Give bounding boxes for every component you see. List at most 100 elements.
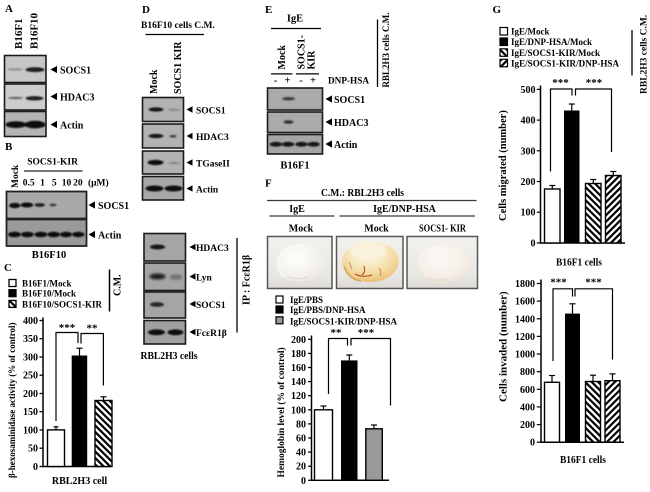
svg-text:Cells migrated (number): Cells migrated (number) <box>498 110 509 221</box>
svg-text:Hemoglobin level (% of contro: Hemoglobin level (% of control) <box>276 347 287 477</box>
svg-text:B16F1: B16F1 <box>280 161 309 172</box>
svg-text:Mock: Mock <box>149 69 160 94</box>
svg-text:100: 100 <box>291 405 306 416</box>
svg-text:Mock: Mock <box>289 224 314 235</box>
svg-text:Actin: Actin <box>196 185 219 195</box>
svg-text:0: 0 <box>531 238 536 249</box>
svg-text:-: - <box>299 76 303 87</box>
svg-text:0: 0 <box>33 462 38 473</box>
svg-text:D: D <box>142 4 150 16</box>
svg-text:IgE/SOCS1-KIR/DNP-HSA: IgE/SOCS1-KIR/DNP-HSA <box>511 58 620 68</box>
svg-text:160: 160 <box>291 363 306 374</box>
svg-text:(μM): (μM) <box>88 178 109 189</box>
svg-text:DNP-HSA: DNP-HSA <box>328 77 369 87</box>
svg-text:-: - <box>274 76 278 87</box>
svg-text:180: 180 <box>291 349 306 360</box>
svg-text:Mock: Mock <box>364 224 389 235</box>
svg-text:B16F10/Mock: B16F10/Mock <box>22 289 76 299</box>
svg-text:50: 50 <box>28 444 38 455</box>
svg-text:B: B <box>5 141 13 153</box>
svg-text:HDAC3: HDAC3 <box>60 93 94 104</box>
svg-text:B16F1/Mock: B16F1/Mock <box>22 278 72 288</box>
svg-text:IgE/Mock: IgE/Mock <box>511 27 550 37</box>
svg-text:B16F10/SOCS1-KIR: B16F10/SOCS1-KIR <box>22 299 103 309</box>
svg-text:***: *** <box>358 327 375 339</box>
svg-text:KIR: KIR <box>307 50 318 70</box>
svg-text:+: + <box>310 76 316 87</box>
svg-text:0: 0 <box>530 438 535 449</box>
svg-text:SOCS1- KIR: SOCS1- KIR <box>419 224 467 235</box>
svg-text:SOCS1: SOCS1 <box>196 301 226 311</box>
svg-text:200: 200 <box>520 420 535 431</box>
svg-text:RBL2H3 cells C.M.: RBL2H3 cells C.M. <box>381 13 391 88</box>
svg-text:120: 120 <box>291 391 306 402</box>
svg-text:1400: 1400 <box>515 314 535 325</box>
svg-text:SOCS1: SOCS1 <box>196 106 226 116</box>
svg-text:SOCS1: SOCS1 <box>60 66 91 77</box>
svg-text:100: 100 <box>23 426 38 437</box>
svg-text:5: 5 <box>52 179 57 189</box>
svg-text:60: 60 <box>296 434 306 445</box>
svg-text:RBL2H3 cell: RBL2H3 cell <box>52 476 107 487</box>
svg-text:B16F10 cells C.M.: B16F10 cells C.M. <box>141 21 215 31</box>
svg-text:Actin: Actin <box>334 140 358 151</box>
svg-text:SOCS1-KIR: SOCS1-KIR <box>27 158 78 168</box>
svg-text:***: *** <box>550 277 567 289</box>
svg-text:β-hexosaminidase activity (%: β-hexosaminidase activity (% of control) <box>7 322 17 478</box>
svg-text:800: 800 <box>520 367 535 378</box>
svg-text:300: 300 <box>23 353 38 364</box>
svg-text:IgE/PBS: IgE/PBS <box>290 295 323 305</box>
svg-text:400: 400 <box>521 116 536 127</box>
svg-text:1600: 1600 <box>515 297 535 308</box>
svg-text:400: 400 <box>23 316 38 327</box>
svg-text:Mock: Mock <box>277 45 288 70</box>
svg-text:20: 20 <box>296 462 306 473</box>
svg-text:**: ** <box>87 323 99 335</box>
svg-text:0.5: 0.5 <box>23 179 35 189</box>
svg-text:200: 200 <box>291 335 306 346</box>
svg-text:IgE/DNP-HSA: IgE/DNP-HSA <box>373 204 437 215</box>
svg-text:+: + <box>285 76 291 87</box>
svg-text:B16F1: B16F1 <box>13 18 25 49</box>
svg-text:B16F1 cells: B16F1 cells <box>556 258 602 269</box>
svg-text:F: F <box>265 178 272 190</box>
svg-text:10: 10 <box>62 179 72 189</box>
svg-text:250: 250 <box>23 371 38 382</box>
svg-text:RBL2H3 cells C.M.: RBL2H3 cells C.M. <box>640 15 650 94</box>
svg-text:C: C <box>4 262 12 274</box>
svg-text:E: E <box>265 4 272 16</box>
svg-text:IP : FcεR1β: IP : FcεR1β <box>242 255 253 305</box>
svg-text:Mock: Mock <box>11 164 21 188</box>
svg-text:FcεR1β: FcεR1β <box>196 329 227 339</box>
svg-text:IgE/PBS/DNP-HSA: IgE/PBS/DNP-HSA <box>290 305 366 315</box>
svg-text:A: A <box>5 3 13 15</box>
svg-text:IgE: IgE <box>287 14 303 25</box>
svg-text:500: 500 <box>521 85 536 96</box>
svg-text:200: 200 <box>23 389 38 400</box>
svg-text:600: 600 <box>520 385 535 396</box>
svg-text:1000: 1000 <box>515 350 535 361</box>
svg-text:C.M.: C.M. <box>113 274 124 296</box>
svg-text:1: 1 <box>40 179 45 189</box>
svg-text:1200: 1200 <box>515 332 535 343</box>
svg-text:SOCS1: SOCS1 <box>334 95 365 106</box>
svg-text:HDAC3: HDAC3 <box>196 133 229 143</box>
svg-text:40: 40 <box>296 448 306 459</box>
svg-text:400: 400 <box>520 402 535 413</box>
svg-text:300: 300 <box>521 146 536 157</box>
svg-text:Actin: Actin <box>60 121 84 132</box>
svg-text:**: ** <box>331 327 343 339</box>
svg-text:SOCS1 KIR: SOCS1 KIR <box>173 41 184 94</box>
svg-text:200: 200 <box>521 177 536 188</box>
svg-text:Cells invaded (number): Cells invaded (number) <box>498 291 510 402</box>
svg-text:B16F1 cells: B16F1 cells <box>560 455 606 466</box>
svg-text:80: 80 <box>296 419 306 430</box>
svg-text:B16F10: B16F10 <box>29 12 41 49</box>
svg-text:1800: 1800 <box>515 279 535 290</box>
svg-text:B16F10: B16F10 <box>32 250 66 261</box>
svg-text:IgE/DNP-HSA/Mock: IgE/DNP-HSA/Mock <box>511 37 592 47</box>
svg-text:***: *** <box>585 277 602 289</box>
svg-text:IgE/SOCS1-KIR/Mock: IgE/SOCS1-KIR/Mock <box>511 48 600 58</box>
svg-text:Lyn: Lyn <box>196 273 213 283</box>
svg-text:IgE/SOCS1-KIR/DNP-HSA: IgE/SOCS1-KIR/DNP-HSA <box>290 317 398 327</box>
